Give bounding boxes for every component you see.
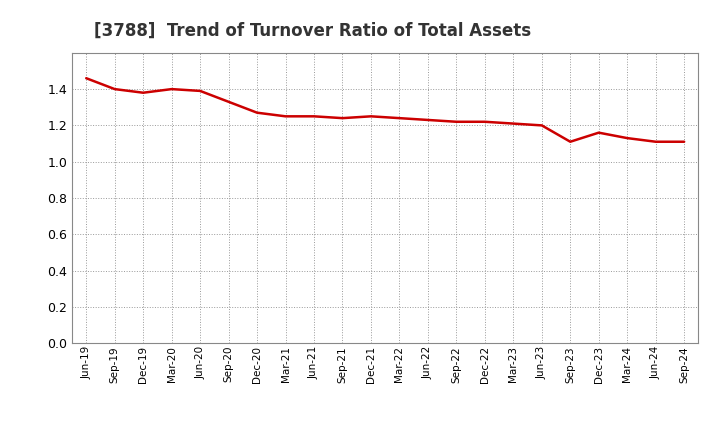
Text: [3788]  Trend of Turnover Ratio of Total Assets: [3788] Trend of Turnover Ratio of Total … [94, 22, 531, 40]
